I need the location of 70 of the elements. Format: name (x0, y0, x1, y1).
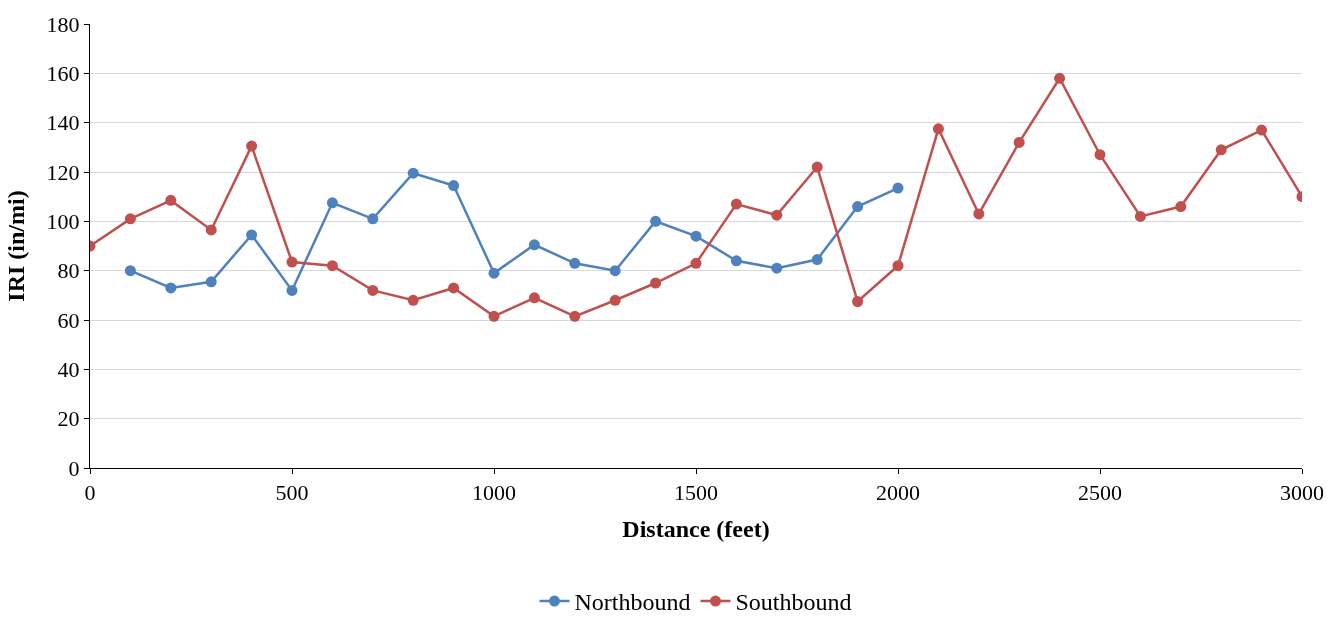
point (246, 229, 258, 241)
point (205, 224, 217, 236)
point (124, 213, 136, 225)
point (1094, 149, 1106, 161)
point (892, 182, 904, 194)
y-tick-label: 140 (46, 110, 80, 136)
y-tick-label: 120 (46, 159, 80, 185)
point (1134, 210, 1146, 222)
y-tick-label: 80 (57, 258, 80, 284)
x-tick-label: 1000 (472, 480, 516, 506)
point (569, 310, 581, 322)
legend-label: Southbound (735, 589, 852, 616)
legend-label: Northbound (574, 589, 691, 616)
point (124, 265, 136, 277)
x-tick-label: 1500 (674, 480, 718, 506)
point (609, 294, 621, 306)
x-tick-label: 3000 (1280, 480, 1324, 506)
point (811, 161, 823, 173)
y-tick-label: 160 (46, 61, 80, 87)
point (650, 215, 662, 227)
point (407, 167, 419, 179)
point (852, 296, 864, 307)
point (730, 198, 742, 210)
point (1256, 124, 1268, 136)
point (488, 310, 500, 322)
y-tick-label: 100 (46, 209, 80, 235)
point (730, 255, 742, 267)
point (528, 239, 540, 251)
point (690, 230, 702, 242)
y-tick-label: 180 (46, 11, 80, 37)
x-tick-label: 500 (275, 480, 309, 506)
y-tick-label: 40 (57, 357, 80, 383)
point (165, 194, 177, 206)
point (367, 213, 379, 225)
y-tick-label: 0 (68, 455, 80, 481)
point (488, 267, 500, 279)
point (569, 257, 581, 269)
point (609, 265, 621, 277)
point (286, 256, 298, 268)
x-tick-label: 0 (84, 480, 96, 506)
point (852, 201, 864, 213)
point (771, 209, 783, 221)
point (650, 277, 662, 289)
x-tick-label: 2500 (1078, 480, 1122, 506)
point (690, 257, 702, 269)
point (246, 140, 258, 152)
point (1175, 201, 1187, 213)
y-tick-label: 20 (57, 406, 80, 432)
x-tick-label: 2000 (876, 480, 920, 506)
point (326, 260, 338, 272)
point (165, 282, 177, 294)
point (811, 254, 823, 266)
x-axis-title: Distance (feet) (622, 515, 770, 542)
point (1054, 72, 1066, 84)
point (407, 294, 419, 306)
point (973, 208, 985, 220)
y-axis-title: IRI (in/mi) (2, 190, 29, 302)
point (448, 282, 460, 294)
point (528, 292, 540, 304)
point (326, 197, 338, 209)
point (367, 284, 379, 296)
point (448, 180, 460, 192)
y-tick-label: 60 (57, 307, 80, 333)
point (892, 260, 904, 272)
point (1215, 144, 1227, 156)
point (771, 262, 783, 274)
point (932, 123, 944, 135)
point (286, 284, 298, 296)
point (1013, 136, 1025, 148)
point (205, 276, 217, 288)
